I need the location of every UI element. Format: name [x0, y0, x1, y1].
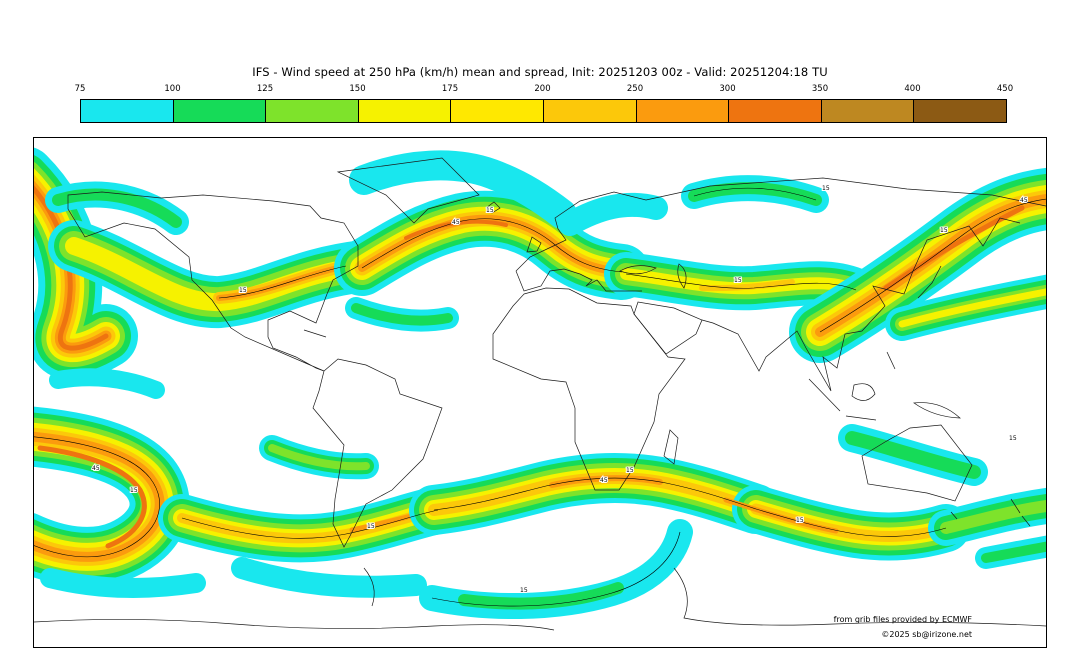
- colorbar-segment: [542, 100, 636, 122]
- colorbar-segments: [80, 99, 1007, 123]
- colorbar-segment: [913, 100, 1006, 122]
- contour-label: 15: [486, 207, 494, 214]
- attribution-source: from grib files provided by ECMWF: [833, 614, 972, 624]
- colorbar-segment: [820, 100, 914, 122]
- contour-label: 15: [796, 517, 804, 524]
- contour-label: 15: [367, 523, 375, 530]
- contour-label: 45: [452, 219, 460, 226]
- contour-label: 15: [239, 287, 247, 294]
- contour-label: 45: [600, 477, 608, 484]
- colorbar-ticks: 75 100 125 150 175 200 250 300 350 400 450: [75, 84, 1014, 96]
- colorbar-segment: [635, 100, 729, 122]
- colorbar-segment: [450, 100, 543, 122]
- colorbar-segment: [265, 100, 358, 122]
- colorbar-tick: 150: [349, 84, 366, 94]
- colorbar-segment: [357, 100, 451, 122]
- colorbar-tick: 250: [626, 84, 644, 94]
- colorbar-tick: 350: [811, 84, 829, 94]
- chart-title: IFS - Wind speed at 250 hPa (km/h) mean …: [252, 65, 828, 79]
- colorbar-tick: 450: [996, 84, 1014, 94]
- contour-label: 15: [626, 467, 634, 474]
- colorbar-segment: [728, 100, 821, 122]
- colorbar-tick: 125: [256, 84, 274, 94]
- colorbar-tick: 300: [719, 84, 736, 94]
- attribution: from grib files provided by ECMWF ©2025 …: [834, 612, 972, 642]
- contour-label: 15: [940, 227, 948, 234]
- contour-label: 45: [1020, 197, 1028, 204]
- wind-speed-bands: [34, 165, 1046, 606]
- colorbar-tick: 75: [74, 84, 86, 94]
- contour-label: 15: [822, 185, 830, 192]
- map-panel: 15 15 15 15 15 15 15 15 15 15 15 45 45 4…: [33, 137, 1047, 648]
- contour-label: 15: [520, 587, 528, 594]
- contour-label: 45: [92, 465, 100, 472]
- colorbar-segment: [81, 100, 173, 122]
- attribution-copyright: ©2025 sb@irizone.net: [881, 629, 972, 639]
- colorbar-tick: 175: [441, 84, 459, 94]
- colorbar-segment: [172, 100, 266, 122]
- colorbar-tick: 100: [164, 84, 181, 94]
- contour-labels: 15 15 15 15 15 15 15 15 15 15 15 45 45 4…: [91, 184, 1029, 595]
- colorbar-tick: 200: [534, 84, 551, 94]
- contour-label: 15: [1009, 435, 1017, 442]
- wind-map-svg: 15 15 15 15 15 15 15 15 15 15 15 45 45 4…: [34, 138, 1046, 631]
- colorbar-tick: 400: [904, 84, 921, 94]
- contour-label: 15: [734, 277, 742, 284]
- coastlines: [34, 157, 1046, 631]
- contour-label: 15: [130, 487, 138, 494]
